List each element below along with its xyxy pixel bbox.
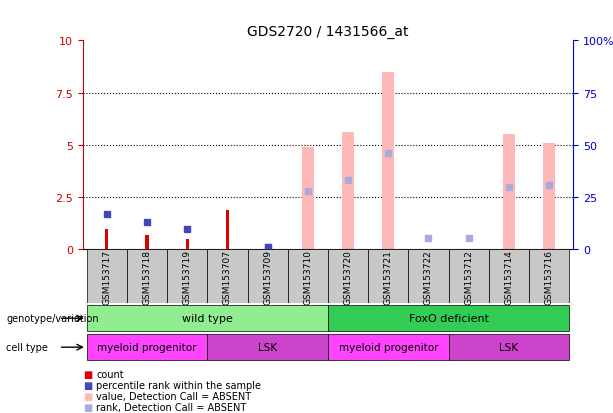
Bar: [529, 250, 569, 304]
Bar: [87, 305, 328, 331]
Text: wild type: wild type: [182, 313, 233, 323]
Text: GSM153719: GSM153719: [183, 249, 192, 304]
Text: GSM153721: GSM153721: [384, 249, 393, 304]
Bar: [145, 235, 149, 250]
Text: GSM153720: GSM153720: [343, 249, 352, 304]
Text: genotype/variation: genotype/variation: [6, 313, 99, 323]
Text: ■: ■: [83, 369, 92, 379]
Text: GSM153709: GSM153709: [263, 249, 272, 304]
Bar: [328, 334, 449, 360]
Bar: [328, 305, 569, 331]
Bar: [449, 334, 569, 360]
Bar: [186, 240, 189, 250]
Text: GSM153717: GSM153717: [102, 249, 112, 304]
Text: GSM153714: GSM153714: [504, 249, 513, 304]
Text: GSM153718: GSM153718: [143, 249, 151, 304]
Text: GSM153722: GSM153722: [424, 249, 433, 304]
Text: GSM153712: GSM153712: [464, 249, 473, 304]
Bar: [383, 73, 394, 250]
Text: GSM153707: GSM153707: [223, 249, 232, 304]
Text: rank, Detection Call = ABSENT: rank, Detection Call = ABSENT: [96, 402, 246, 412]
Bar: [87, 334, 207, 360]
Bar: [287, 250, 328, 304]
Bar: [342, 133, 354, 250]
Bar: [408, 250, 449, 304]
Text: LSK: LSK: [258, 342, 277, 352]
Bar: [127, 250, 167, 304]
Bar: [368, 250, 408, 304]
Text: LSK: LSK: [499, 342, 519, 352]
Bar: [105, 229, 109, 250]
Text: percentile rank within the sample: percentile rank within the sample: [96, 380, 261, 390]
Text: value, Detection Call = ABSENT: value, Detection Call = ABSENT: [96, 391, 251, 401]
Bar: [328, 250, 368, 304]
Text: ■: ■: [83, 402, 92, 412]
Text: ■: ■: [83, 380, 92, 390]
Text: ■: ■: [83, 391, 92, 401]
Text: GSM153716: GSM153716: [544, 249, 554, 304]
Text: count: count: [96, 369, 124, 379]
Text: myeloid progenitor: myeloid progenitor: [97, 342, 197, 352]
Bar: [543, 143, 555, 250]
Text: cell type: cell type: [6, 342, 48, 352]
Text: FoxO deficient: FoxO deficient: [408, 313, 489, 323]
Bar: [489, 250, 529, 304]
Bar: [87, 250, 127, 304]
Bar: [302, 148, 314, 250]
Bar: [207, 250, 248, 304]
Bar: [248, 250, 287, 304]
Bar: [226, 210, 229, 250]
Bar: [503, 135, 515, 250]
Title: GDS2720 / 1431566_at: GDS2720 / 1431566_at: [247, 25, 409, 39]
Bar: [167, 250, 207, 304]
Text: myeloid progenitor: myeloid progenitor: [338, 342, 438, 352]
Bar: [449, 250, 489, 304]
Text: GSM153710: GSM153710: [303, 249, 313, 304]
Bar: [207, 334, 328, 360]
